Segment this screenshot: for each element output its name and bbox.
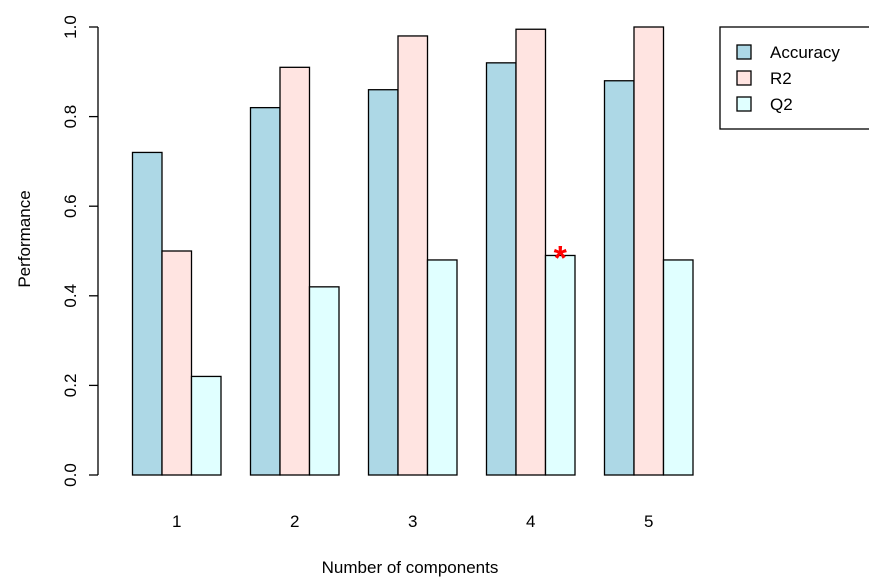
bar-r2-4	[515, 28, 547, 476]
bar-q2-4	[544, 254, 576, 476]
bar-accuracy-2	[249, 106, 281, 476]
x-tick-label: 1	[172, 512, 181, 531]
legend: Accuracy R2 Q2	[719, 26, 869, 130]
significance-marker: *	[554, 239, 568, 277]
legend-swatch-r2	[736, 70, 752, 86]
annotations: *	[554, 239, 568, 277]
bar-accuracy-3	[367, 89, 399, 476]
y-axis: 0.0 0.2 0.4 0.6 0.8 1.0	[61, 15, 99, 487]
x-tick-label: 5	[644, 512, 653, 531]
y-tick-label: 0.0	[61, 463, 80, 487]
bar-r2-1	[161, 250, 193, 476]
legend-label-q2: Q2	[770, 95, 793, 114]
legend-label-accuracy: Accuracy	[770, 43, 840, 62]
y-axis-label: Performance	[15, 190, 34, 287]
x-tick-label: 3	[408, 512, 417, 531]
legend-box	[719, 26, 869, 130]
bar-q2-5	[662, 259, 694, 476]
y-tick-label: 0.4	[61, 284, 80, 308]
bar-q2-3	[426, 259, 458, 476]
legend-swatch-accuracy	[736, 44, 752, 60]
y-tick-label: 1.0	[61, 15, 80, 39]
bar-r2-5	[633, 26, 665, 476]
bar-accuracy-4	[485, 62, 517, 476]
legend-label-r2: R2	[770, 69, 792, 88]
bar-accuracy-1	[131, 151, 163, 476]
x-tick-label: 4	[526, 512, 535, 531]
bar-r2-3	[397, 35, 429, 476]
x-tick-label: 2	[290, 512, 299, 531]
bar-r2-2	[279, 66, 311, 476]
legend-swatch-q2	[736, 96, 752, 112]
bar-q2-2	[308, 286, 340, 476]
bar-accuracy-5	[603, 80, 635, 476]
plot-area	[131, 26, 694, 476]
y-tick-label: 0.8	[61, 105, 80, 129]
bar-q2-1	[190, 375, 222, 476]
x-axis: 1 2 3 4 5	[172, 512, 653, 531]
y-tick-label: 0.6	[61, 194, 80, 218]
y-tick-label: 0.2	[61, 374, 80, 398]
x-axis-label: Number of components	[322, 558, 499, 577]
